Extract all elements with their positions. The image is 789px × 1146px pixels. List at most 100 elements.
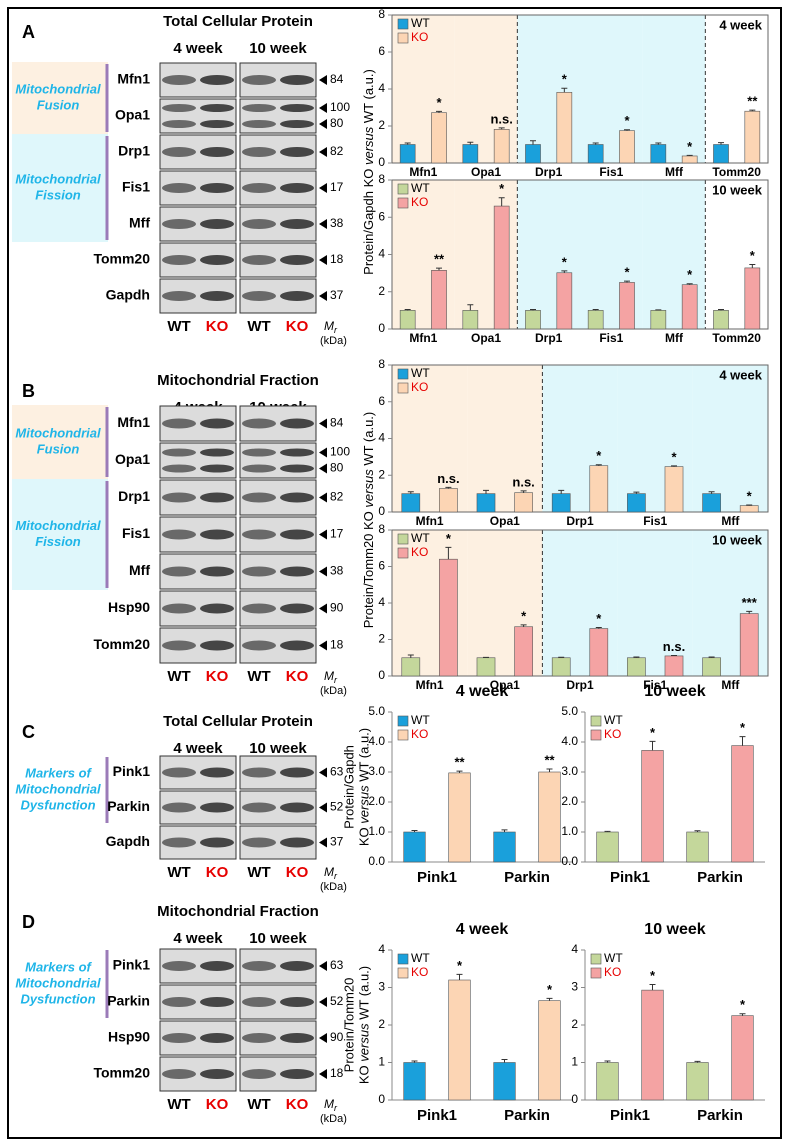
x-tick-label: Opa1 [471,165,501,179]
error-bar [739,736,746,746]
blot-band [200,640,234,651]
group-label: Markers of [25,765,92,780]
blot-title: Mitochondrial Fraction [157,372,319,389]
mw-arrow [319,566,327,577]
blot-band [242,464,276,473]
blot-band [200,219,234,229]
protein-label: Mfn1 [117,414,150,430]
blot-band [280,961,314,971]
blot-band [242,75,276,85]
y-axis-label: Protein/Gapdh [342,745,357,829]
error-bar [708,656,715,658]
error-bar [530,308,536,311]
legend-swatch [590,715,602,727]
figure-border [7,7,782,1139]
error-bar [520,490,527,493]
x-tick-label: Fis1 [599,331,623,345]
x-tick-label: Drp1 [566,514,594,528]
blot-band [280,640,314,651]
corner-label: 10 week [712,532,763,547]
bar [619,282,635,330]
y-tick-label: 0.0 [561,854,578,868]
significance-label: ** [434,252,445,267]
bar [493,129,510,164]
bar [587,310,604,330]
mr-subscript: r [334,871,338,881]
protein-label: Tomm20 [93,636,150,652]
lane-label: WT [247,864,270,881]
y-tick-label: 5.0 [368,704,385,718]
blot-band [280,1033,314,1043]
blot-band [242,255,276,265]
error-bar [604,1060,611,1063]
mw-arrow [319,603,327,614]
week-label: 10 week [249,40,307,57]
significance-label: * [499,181,505,196]
error-bar [546,768,553,772]
error-bar [445,546,452,560]
error-bar [445,486,452,489]
y-axis-label-part: versus [357,1023,372,1062]
error-bar [694,1060,701,1063]
y-tick-label: 4 [378,247,385,261]
protein-label: Drp1 [118,488,150,504]
y-axis-label-part: versus [361,469,376,508]
error-bar [592,308,599,311]
significance-label: n.s. [490,111,512,126]
blot-band [280,802,314,813]
y-tick-label: 4 [571,942,578,956]
blot-band [162,997,196,1007]
lane-label: WT [247,318,270,335]
x-tick-label: Mff [721,678,740,692]
protein-label: Pink1 [113,957,151,973]
blot-band [242,448,276,457]
significance-label: * [624,265,630,280]
blot-band [242,219,276,229]
bar [476,493,496,513]
blot-band [280,997,314,1007]
x-tick-label: Pink1 [610,1107,650,1124]
bar [462,144,479,164]
error-bar [558,489,565,494]
significance-label: * [596,448,602,463]
legend-swatch [590,967,602,979]
y-tick-label: 2.0 [368,794,385,808]
mw-label: 38 [330,216,344,230]
y-axis-label-part: Protein/Tomm20 [342,978,357,1073]
week-label: 10 week [249,740,307,757]
legend-swatch [397,547,409,559]
mw-arrow [319,767,327,778]
mw-arrow [319,75,327,85]
bar [702,657,721,677]
mr-symbol: M [324,669,334,683]
error-bar [624,129,630,131]
significance-label: * [446,531,452,546]
y-tick-label: 4 [378,431,385,445]
mr-label: Mr [324,865,338,881]
week-label: 4 week [173,930,223,947]
bar [627,493,646,513]
region-background [692,365,768,512]
blot-band [200,802,234,813]
blot-band [242,837,276,848]
mw-label: 18 [330,1066,344,1080]
error-bar [520,624,527,627]
legend-swatch [590,953,602,965]
y-tick-label: 1 [571,1055,578,1069]
blot-band [280,464,314,473]
y-tick-label: 3.0 [561,764,578,778]
blot-band [242,529,276,540]
significance-label: n.s. [512,474,534,489]
x-tick-label: Fis1 [643,678,667,692]
y-axis-label-part: WT (a.u.) [357,966,372,1024]
mw-label: 80 [330,116,344,130]
mw-label: 80 [330,461,344,475]
blot-band [200,492,234,503]
group-label: Fusion [37,97,80,112]
y-tick-label: 1 [378,1055,385,1069]
y-tick-label: 0 [378,1092,385,1106]
legend-label: KO [411,195,428,209]
legend-label: KO [411,727,428,741]
y-axis-label-part: Protein/Tomm20 KO [361,508,376,629]
blot-band [162,291,196,301]
